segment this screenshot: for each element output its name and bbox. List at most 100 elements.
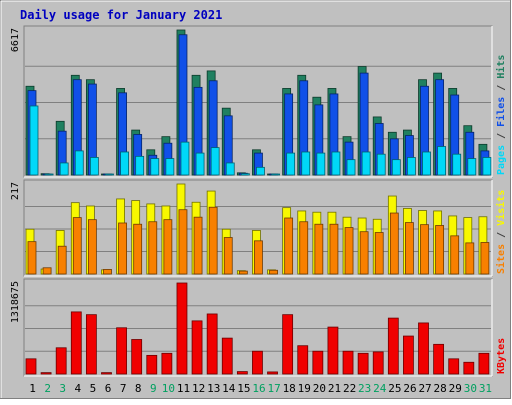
bar-kbytes-day-27 <box>418 322 429 375</box>
panel-hits-files-pages: 6617 Pages / Files / Hits <box>10 25 507 178</box>
bar-sites-day-27 <box>420 224 429 275</box>
panel-legend-label: KBytes <box>496 338 507 374</box>
panel-legend-label: Pages / Files / Hits <box>495 55 507 175</box>
x-tick-label-day-8: 8 <box>135 382 142 395</box>
bar-pages-day-27 <box>422 151 431 176</box>
x-tick-label-day-15: 15 <box>237 382 250 395</box>
bar-pages-day-2 <box>44 173 54 176</box>
bar-kbytes-day-30 <box>463 361 475 375</box>
bar-pages-day-17 <box>271 173 280 176</box>
bar-sites-day-28 <box>435 225 445 275</box>
bar-sites-day-13 <box>208 206 218 275</box>
x-tick-label-day-4: 4 <box>75 382 82 395</box>
bar-pages-day-18 <box>286 152 296 176</box>
panel-legend-label: Sites / Visits <box>495 190 507 274</box>
bar-pages-day-21 <box>331 151 341 176</box>
bar-pages-day-26 <box>407 157 416 176</box>
x-tick-label-day-1: 1 <box>29 382 36 395</box>
bar-kbytes-day-3 <box>55 347 67 375</box>
x-tick-label-day-2: 2 <box>44 382 51 395</box>
bar-kbytes-day-26 <box>403 335 414 375</box>
bar-kbytes-day-12 <box>191 320 203 375</box>
x-tick-label-day-12: 12 <box>192 382 205 395</box>
bar-pages-day-25 <box>391 159 401 176</box>
bar-pages-day-10 <box>165 158 175 176</box>
bar-sites-day-26 <box>405 222 414 275</box>
x-tick-label-day-26: 26 <box>403 382 416 395</box>
bar-pages-day-16 <box>256 166 265 176</box>
bar-kbytes-day-8 <box>131 339 143 375</box>
x-tick-label-day-17: 17 <box>267 382 280 395</box>
bar-sites-day-29 <box>450 235 460 275</box>
x-tick-label-day-7: 7 <box>120 382 127 395</box>
bar-pages-day-23 <box>361 151 371 176</box>
bar-kbytes-day-10 <box>161 352 173 375</box>
bar-kbytes-day-31 <box>478 352 490 375</box>
bar-pages-day-4 <box>74 150 84 176</box>
bar-pages-day-1 <box>29 105 39 176</box>
panel-scale-label: 1318675 <box>10 281 21 323</box>
bar-kbytes-day-14 <box>221 337 233 375</box>
x-tick-label-day-10: 10 <box>162 382 175 395</box>
chart-title: Daily usage for January 2021 <box>20 8 222 22</box>
panel-visits-sites: 217 Sites / Visits <box>10 179 507 277</box>
x-tick-label-day-28: 28 <box>434 382 447 395</box>
bar-pages-day-13 <box>210 147 220 176</box>
x-tick-label-day-23: 23 <box>358 382 371 395</box>
bar-kbytes-day-9 <box>146 354 158 375</box>
bar-pages-day-9 <box>150 158 160 176</box>
bar-sites-day-9 <box>148 221 158 275</box>
bar-kbytes-day-18 <box>282 314 294 375</box>
bar-kbytes-day-11 <box>176 282 188 375</box>
x-tick-label-day-31: 31 <box>479 382 492 395</box>
bar-kbytes-day-28 <box>433 343 445 375</box>
bar-pages-day-3 <box>59 162 69 176</box>
bar-sites-day-30 <box>465 242 475 275</box>
x-tick-label-day-11: 11 <box>177 382 190 395</box>
bar-pages-day-19 <box>301 151 311 176</box>
bar-sites-day-12 <box>193 216 203 275</box>
bar-kbytes-day-25 <box>387 317 399 375</box>
legend-label-part: Files <box>495 97 507 127</box>
panel-scale-label: 6617 <box>10 28 21 52</box>
x-tick-label-day-18: 18 <box>283 382 296 395</box>
bar-pages-day-14 <box>225 162 235 176</box>
bar-sites-day-20 <box>314 223 324 275</box>
bar-kbytes-day-22 <box>342 350 354 375</box>
x-tick-label-day-29: 29 <box>449 382 462 395</box>
x-tick-label-day-21: 21 <box>328 382 341 395</box>
x-tick-label-day-27: 27 <box>418 382 431 395</box>
bar-sites-day-23 <box>359 231 369 275</box>
bar-pages-day-30 <box>467 158 477 176</box>
legend-label-part: KBytes <box>496 338 507 374</box>
x-tick-label-day-9: 9 <box>150 382 157 395</box>
x-tick-label-day-14: 14 <box>222 382 236 395</box>
bar-pages-day-8 <box>135 155 145 176</box>
bar-sites-day-4 <box>72 217 82 275</box>
legend-label-part: Pages <box>496 145 507 175</box>
bar-kbytes-day-19 <box>297 345 309 375</box>
bar-kbytes-day-29 <box>448 358 460 375</box>
bar-pages-day-24 <box>376 153 386 176</box>
bar-sites-day-31 <box>480 242 490 275</box>
bar-sites-day-22 <box>344 227 354 275</box>
x-tick-label-day-16: 16 <box>252 382 265 395</box>
bar-sites-day-17 <box>269 269 278 275</box>
bar-sites-day-18 <box>284 217 294 275</box>
x-tick-label-day-5: 5 <box>90 382 97 395</box>
panel-scale-label: 217 <box>10 182 21 200</box>
legend-label-part: / <box>496 127 507 145</box>
bar-kbytes-day-5 <box>85 314 97 375</box>
bar-pages-day-15 <box>240 173 250 176</box>
bar-sites-day-16 <box>254 240 263 275</box>
bar-kbytes-day-2 <box>40 372 52 375</box>
x-tick-label-day-30: 30 <box>464 382 477 395</box>
x-tick-label-day-20: 20 <box>313 382 326 395</box>
bar-sites-day-14 <box>223 237 233 275</box>
bar-pages-day-20 <box>316 152 326 176</box>
bar-sites-day-24 <box>374 232 384 275</box>
legend-label-part: Visits <box>495 190 507 226</box>
bar-sites-day-1 <box>27 241 37 275</box>
bar-sites-day-10 <box>163 219 173 275</box>
